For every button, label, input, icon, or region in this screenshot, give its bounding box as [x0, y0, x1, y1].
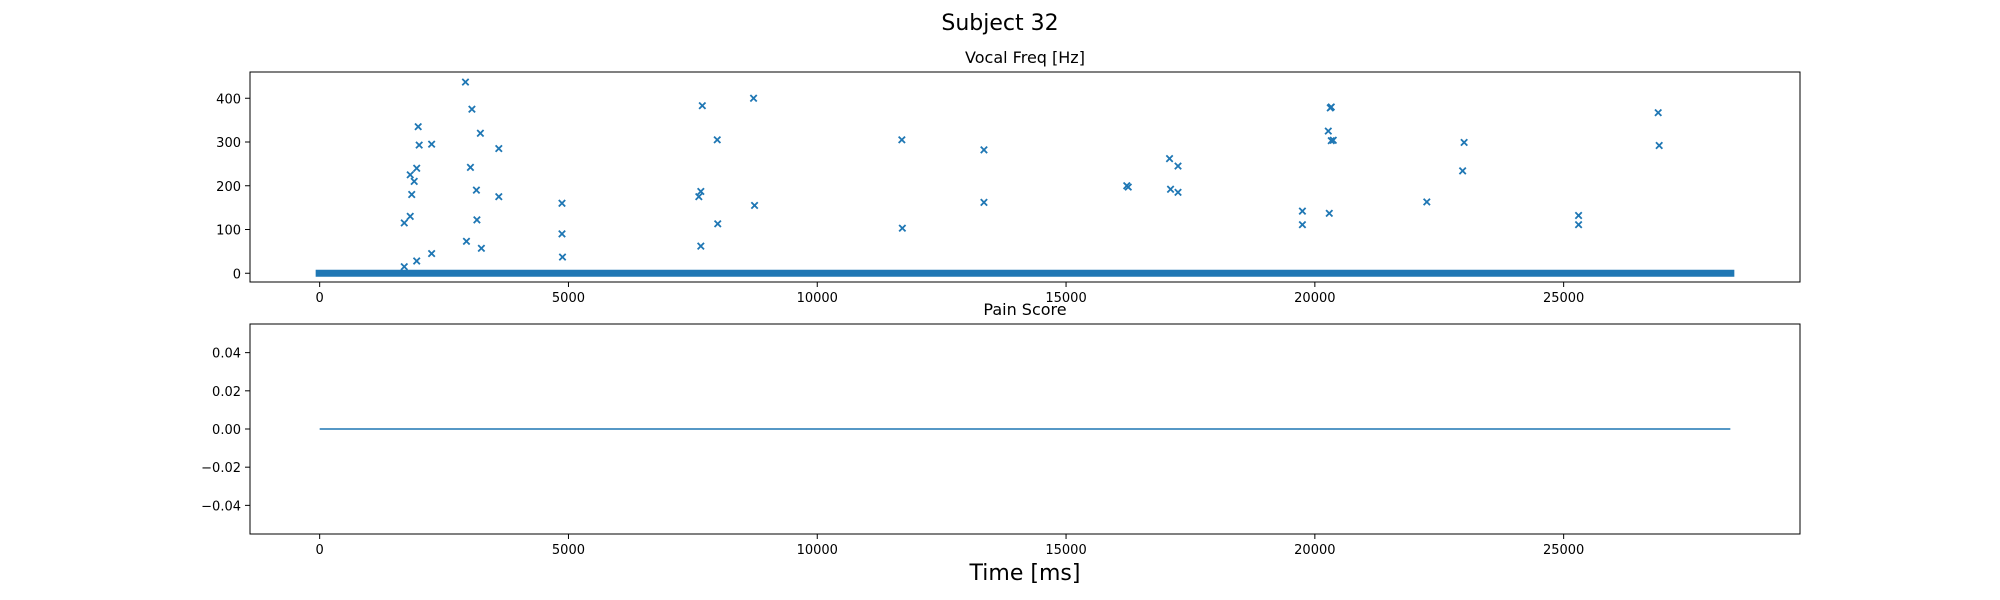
- x-tick-label: 20000: [1294, 543, 1335, 558]
- scatter-point: [1460, 138, 1468, 147]
- scatter-point: [1655, 141, 1664, 150]
- scatter-point: [713, 135, 722, 144]
- scatter-point: [1654, 108, 1663, 117]
- y-tick-label: 100: [216, 224, 241, 239]
- scatter-point: [694, 192, 703, 201]
- y-tick-label: 0.00: [212, 423, 241, 438]
- scatter-point: [472, 186, 481, 194]
- vocal-freq-xticks: 0 5000 10000 15000 20000 25000: [316, 282, 1584, 306]
- scatter-point: [698, 101, 707, 110]
- scatter-point: [1574, 220, 1583, 229]
- scatter-point: [410, 177, 419, 186]
- x-tick-label: 10000: [797, 543, 838, 558]
- scatter-point: [400, 219, 409, 227]
- scatter-point: [1174, 162, 1182, 170]
- y-tick-label: 300: [216, 136, 241, 151]
- scatter-point: [427, 140, 436, 149]
- scatter-point: [558, 199, 566, 208]
- scatter-point: [415, 141, 424, 149]
- scatter-point: [494, 192, 503, 201]
- vocal-freq-points: [315, 78, 1735, 277]
- x-tick-label: 15000: [1045, 543, 1086, 558]
- scatter-point: [1324, 127, 1333, 135]
- scatter-point: [461, 78, 470, 86]
- y-tick-label: 0.04: [212, 347, 241, 362]
- scatter-point: [468, 105, 476, 114]
- x-tick-label: 5000: [552, 291, 585, 306]
- scatter-point: [1574, 211, 1583, 220]
- scatter-point: [713, 219, 722, 228]
- scatter-point: [400, 262, 409, 271]
- x-tick-label: 5000: [552, 543, 585, 558]
- pain-score-xticks: 0 5000 10000 15000 20000 25000: [316, 534, 1584, 558]
- scatter-point: [1166, 185, 1175, 194]
- scatter-point: [427, 249, 436, 258]
- x-tick-label: 0: [316, 543, 324, 558]
- scatter-point: [466, 163, 475, 172]
- pain-score-axes: Pain Score 0 5000 10000 15000 20000 25000 0.0…: [201, 300, 1801, 558]
- scatter-point: [558, 230, 566, 238]
- y-tick-label: 200: [216, 180, 241, 195]
- vocal-freq-title: Vocal Freq [Hz]: [965, 48, 1085, 67]
- scatter-point: [1327, 136, 1336, 145]
- scatter-point: [1298, 220, 1307, 229]
- scatter-point: [406, 212, 415, 221]
- scatter-point: [750, 201, 759, 210]
- scatter-point: [406, 170, 415, 179]
- y-tick-label: 0.02: [212, 385, 241, 400]
- scatter-point: [1422, 198, 1431, 206]
- figure-title: Subject 32: [941, 11, 1058, 36]
- scatter-point: [1458, 167, 1467, 175]
- scatter-point: [1165, 154, 1174, 163]
- pain-score-title: Pain Score: [983, 300, 1066, 319]
- y-tick-label: −0.04: [201, 499, 241, 514]
- x-tick-label: 25000: [1543, 543, 1584, 558]
- scatter-point: [1174, 188, 1182, 197]
- scatter-point: [476, 129, 485, 138]
- vocal-freq-axes: Vocal Freq [Hz] 0 5000 10000 15000 20000 2500…: [216, 48, 1801, 306]
- x-tick-label: 10000: [797, 291, 838, 306]
- scatter-point: [696, 242, 705, 250]
- scatter-point: [898, 135, 906, 144]
- scatter-point: [1329, 136, 1338, 145]
- vocal-freq-frame: [249, 71, 1801, 283]
- x-axis-label: Time [ms]: [969, 561, 1081, 586]
- scatter-point: [462, 237, 471, 246]
- scatter-point: [1124, 183, 1133, 191]
- x-tick-label: 20000: [1294, 291, 1335, 306]
- scatter-point: [414, 122, 423, 131]
- pain-score-yticks: 0.04 0.02 0.00 −0.02 −0.04: [201, 347, 250, 514]
- y-tick-label: 0: [233, 267, 241, 282]
- scatter-point: [980, 146, 988, 154]
- scatter-point: [1325, 209, 1334, 218]
- scatter-point: [1327, 103, 1336, 111]
- scatter-point: [412, 164, 421, 173]
- scatter-point: [696, 187, 705, 196]
- x-tick-label: 0: [316, 291, 324, 306]
- y-tick-label: −0.02: [201, 461, 241, 476]
- scatter-point: [407, 190, 416, 199]
- vocal-freq-yticks: 0 100 200 300 400: [216, 92, 250, 282]
- scatter-point: [980, 198, 988, 207]
- scatter-point: [477, 244, 486, 253]
- y-tick-label: 400: [216, 92, 241, 107]
- scatter-point: [412, 257, 421, 265]
- scatter-point: [558, 253, 567, 261]
- scatter-point: [494, 144, 503, 153]
- scatter-point: [1298, 207, 1307, 215]
- x-tick-label: 15000: [1045, 291, 1086, 306]
- scatter-point: [473, 216, 481, 224]
- x-tick-label: 25000: [1543, 291, 1584, 306]
- scatter-point: [749, 94, 758, 103]
- scatter-point: [898, 224, 907, 233]
